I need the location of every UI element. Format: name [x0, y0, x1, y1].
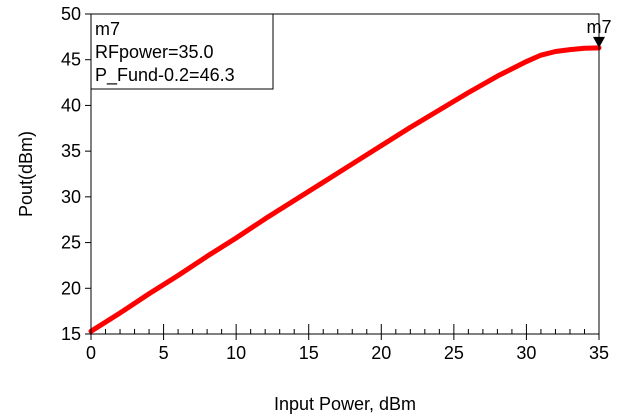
y-tick-label: 15: [61, 324, 81, 344]
marker-readout-x-value: RFpower=35.0: [95, 42, 214, 62]
marker-readout-frame: [90, 13, 274, 90]
x-tick-label: 20: [371, 343, 391, 363]
y-tick-label: 30: [61, 187, 81, 207]
marker-m7[interactable]: m7: [586, 17, 612, 48]
marker-readout-box: m7 RFpower=35.0 P_Fund-0.2=46.3: [90, 13, 274, 90]
x-axis-title: Input Power, dBm: [274, 394, 416, 414]
x-tick-label: 25: [444, 343, 464, 363]
marker-label: m7: [586, 17, 611, 37]
x-tick-label: 15: [299, 343, 319, 363]
y-tick-label: 50: [61, 4, 81, 24]
y-tick-label: 35: [61, 141, 81, 161]
series-line-0: [88, 45, 602, 334]
series-layer: [88, 45, 602, 334]
x-tick-label: 35: [589, 343, 609, 363]
minor-ticks: [105, 329, 585, 334]
x-tick-label: 30: [516, 343, 536, 363]
y-tick-label: 20: [61, 278, 81, 298]
x-tick-label: 0: [86, 343, 96, 363]
x-tick-label: 5: [159, 343, 169, 363]
y-tick-label: 25: [61, 233, 81, 253]
marker-readout-y-value: P_Fund-0.2=46.3: [95, 65, 235, 86]
tick-labels: 0 5 10 15 20 25 30 35 15 20 25 30 35 40 45 50: [61, 4, 609, 363]
y-tick-label: 40: [61, 95, 81, 115]
marker-triangle-icon[interactable]: [593, 36, 605, 48]
plot-area-frame: [90, 13, 600, 335]
y-tick-label: 45: [61, 50, 81, 70]
y-axis-title: Pout(dBm): [16, 131, 36, 217]
marker-readout-name: m7: [95, 19, 120, 39]
x-tick-label: 10: [226, 343, 246, 363]
